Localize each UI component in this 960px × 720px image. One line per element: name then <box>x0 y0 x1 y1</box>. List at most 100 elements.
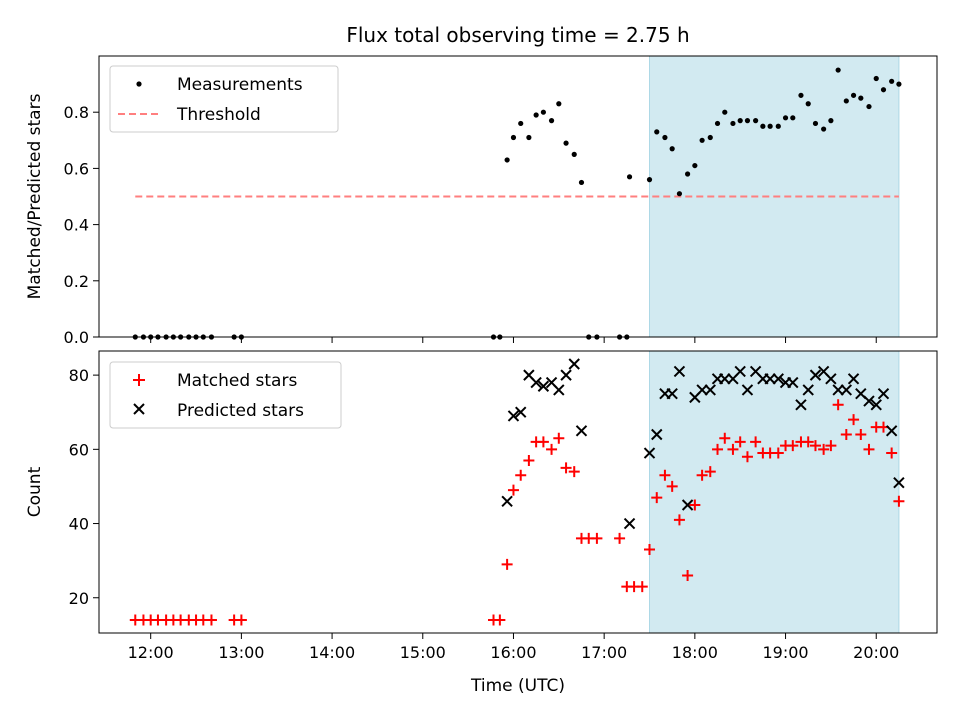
measurement-point <box>571 151 577 157</box>
x-tick-label: 14:00 <box>309 643 355 662</box>
legend-threshold-label: Threshold <box>176 105 261 125</box>
measurement-point <box>563 140 569 146</box>
predicted-star-point <box>825 373 837 385</box>
predicted-star-point <box>847 373 860 385</box>
x-axis-label: Time (UTC) <box>470 676 565 696</box>
top-x-ticks <box>150 337 877 343</box>
bottom-panel-frame <box>98 350 938 634</box>
matched-star-point <box>696 469 708 481</box>
measurement-point <box>692 162 698 169</box>
matched-star-point <box>494 614 506 626</box>
matched-star-point <box>787 440 799 452</box>
predicted-star-point <box>681 499 694 511</box>
measurement-point <box>843 98 849 104</box>
measurement-point <box>775 123 781 129</box>
measurement-point <box>896 81 902 87</box>
x-tick-label: 15:00 <box>400 643 446 662</box>
predicted-star-point <box>795 399 807 411</box>
measurement-point <box>722 109 728 115</box>
measurement-point <box>654 129 660 135</box>
matched-star-point <box>855 428 867 440</box>
predicted-star-point <box>673 365 686 378</box>
predicted-star-point <box>809 369 822 381</box>
predicted-star-point <box>696 384 708 396</box>
measurement-point <box>866 103 872 110</box>
predicted-star-point <box>568 358 580 370</box>
y-tick-label: 40 <box>69 515 89 534</box>
x-tick-label: 20:00 <box>853 643 899 662</box>
measurement-point <box>753 118 759 124</box>
measurement-point <box>889 78 895 84</box>
measurement-point <box>760 123 766 129</box>
matched-star-point <box>741 451 753 463</box>
top-panel-frame <box>98 55 938 338</box>
predicted-star-point <box>560 369 572 381</box>
predicted-star-point <box>553 384 565 396</box>
measurement-point <box>744 118 751 124</box>
matched-star-point <box>636 581 648 593</box>
matched-star-point <box>523 454 535 466</box>
predicted-star-point <box>893 477 905 489</box>
matched-star-point <box>682 569 694 581</box>
matched-star-point <box>840 428 852 440</box>
x-tick-label: 16:00 <box>490 643 536 662</box>
matched-star-point <box>863 443 875 455</box>
matched-star-point <box>560 462 572 474</box>
predicted-star-point <box>764 373 776 385</box>
measurement-point <box>828 118 834 124</box>
bottom-x-ticks: 12:00 13:00 14:00 15:00 16:00 17:00 18:00 19:00… <box>128 633 899 662</box>
measurement-point <box>798 92 804 98</box>
predicted-star-point <box>501 495 513 507</box>
measurement-point <box>684 171 691 177</box>
predicted-star-point <box>507 410 520 422</box>
matched-star-point <box>818 443 830 455</box>
matched-star-point <box>825 440 837 452</box>
x-tick-label: 18:00 <box>672 643 718 662</box>
top-y-ticks: 0.0 0.2 0.4 0.6 0.8 <box>64 103 99 347</box>
matched-star-point <box>673 514 685 526</box>
measurement-point <box>526 134 532 141</box>
measurement-point <box>510 134 517 141</box>
measurement-points <box>132 67 902 340</box>
predicted-star-point <box>802 384 814 396</box>
legend-matched-marker <box>133 374 145 386</box>
matched-star-point <box>893 495 905 507</box>
bottom-y-ticks: 20 40 60 80 <box>69 366 99 608</box>
measurement-point <box>835 67 841 73</box>
measurement-point <box>699 137 705 143</box>
measurement-point <box>790 115 796 121</box>
measurement-point <box>504 157 510 163</box>
y-tick-label: 0.4 <box>64 216 89 235</box>
measurement-point <box>707 134 713 141</box>
predicted-star-point <box>537 380 550 392</box>
predicted-star-point <box>575 425 588 437</box>
legend-measurements-marker <box>136 81 142 87</box>
matched-star-point <box>553 432 565 444</box>
top-legend: Measurements Threshold <box>109 65 339 133</box>
measurement-point <box>880 87 887 93</box>
x-tick-label: 19:00 <box>762 643 808 662</box>
measurement-point <box>518 120 524 127</box>
legend-predicted-label: Predicted stars <box>177 401 304 421</box>
predicted-star-point <box>870 399 882 411</box>
legend-measurements-label: Measurements <box>177 75 303 95</box>
matched-star-point <box>501 558 513 570</box>
measurement-point <box>850 92 857 98</box>
matched-star-point <box>832 399 844 411</box>
matched-star-point <box>772 447 784 459</box>
y-tick-label: 0.6 <box>64 159 89 178</box>
measurement-point <box>646 177 653 183</box>
matched-star-point <box>651 492 663 504</box>
measurement-point <box>873 75 879 82</box>
predicted-star-point <box>719 373 731 385</box>
predicted-star-point <box>734 365 746 378</box>
matched-star-point <box>235 614 247 626</box>
bottom-legend-box <box>109 361 342 429</box>
matched-star-point <box>507 484 519 496</box>
matched-star-point <box>537 436 549 448</box>
predicted-star-point <box>741 384 754 396</box>
matched-star-point <box>719 432 731 444</box>
x-tick-label: 12:00 <box>128 643 174 662</box>
y-tick-label: 0.0 <box>64 328 89 347</box>
